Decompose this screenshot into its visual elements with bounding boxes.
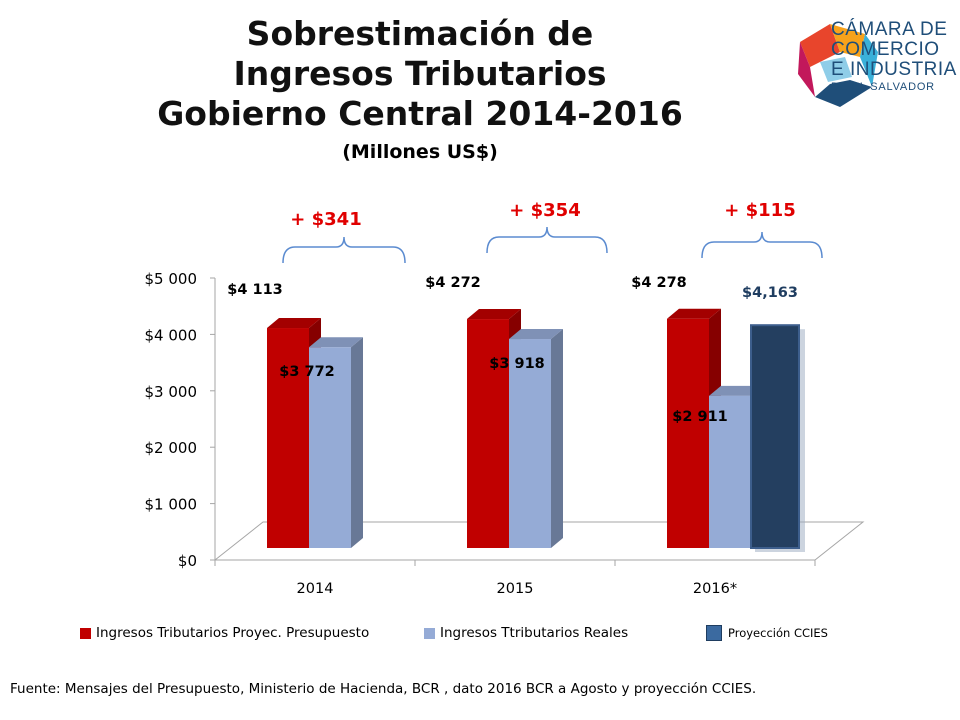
chart-title-block: Sobrestimación de Ingresos Tributarios G… bbox=[120, 14, 720, 164]
data-label-real: $3 772 bbox=[279, 364, 335, 380]
y-tick-label: $3 000 bbox=[145, 383, 198, 401]
data-label-projection: $4,163 bbox=[742, 285, 798, 301]
logo-line-4: DE EL SALVADOR bbox=[831, 81, 935, 93]
bar-real-top bbox=[709, 385, 763, 396]
annotation-difference: + $354 bbox=[509, 200, 580, 221]
bar-real-top bbox=[309, 337, 363, 348]
bar-budget-top bbox=[667, 308, 721, 319]
legend-swatch-projection bbox=[706, 625, 722, 641]
y-tick-label: $5 000 bbox=[145, 270, 198, 288]
legend-item-budget: Ingresos Tributarios Proyec. Presupuesto bbox=[80, 625, 369, 641]
bar-budget-top bbox=[467, 309, 521, 320]
data-label-budget: $4 113 bbox=[227, 282, 283, 298]
legend-swatch-budget bbox=[80, 627, 91, 639]
x-tick-label: 2015 bbox=[497, 581, 534, 597]
data-label-real: $3 918 bbox=[489, 356, 545, 372]
annotation-difference: + $341 bbox=[290, 209, 361, 230]
bar-real-top bbox=[509, 329, 563, 340]
y-tick-label: $1 000 bbox=[145, 496, 198, 514]
x-tick-label: 2014 bbox=[297, 581, 334, 597]
annotation-brace bbox=[701, 231, 823, 259]
logo-text: CÁMARA DE COMERCIO E INDUSTRIA DE EL SAL… bbox=[831, 20, 957, 94]
data-label-budget: $4 272 bbox=[425, 275, 481, 291]
y-tick-label: $0 bbox=[178, 552, 197, 570]
logo-cube-center bbox=[820, 57, 852, 82]
data-label-budget: $4 278 bbox=[631, 275, 687, 291]
bar-real bbox=[709, 395, 751, 548]
x-tick-label: 2016* bbox=[693, 581, 737, 597]
data-label-real: $2 911 bbox=[672, 409, 728, 425]
y-tick-label: $4 000 bbox=[145, 326, 198, 344]
bar-real bbox=[509, 339, 551, 548]
bar-real-side bbox=[551, 329, 563, 548]
annotation-brace bbox=[486, 226, 608, 254]
bar-real bbox=[309, 347, 351, 548]
logo-line-3: E INDUSTRIA bbox=[831, 59, 957, 80]
annotation-difference: + $115 bbox=[724, 200, 795, 221]
chart-title-line-3: Gobierno Central 2014-2016 bbox=[157, 94, 683, 133]
legend-item-projection: Proyección CCIES bbox=[706, 625, 828, 641]
annotation-brace bbox=[282, 236, 406, 264]
logo-cube-bottom bbox=[815, 80, 872, 107]
logo-line-1: CÁMARA DE bbox=[831, 19, 948, 40]
legend-label-projection: Proyección CCIES bbox=[728, 626, 828, 640]
chart-title-line-1: Sobrestimación de bbox=[246, 14, 594, 53]
logo-cube-left bbox=[798, 42, 815, 97]
chamber-logo bbox=[798, 24, 878, 107]
legend-item-real: Ingresos Ttributarios Reales bbox=[424, 625, 628, 641]
chart-subtitle: (Millones US$) bbox=[342, 141, 498, 163]
bar-budget bbox=[267, 328, 309, 548]
legend-swatch-real bbox=[424, 627, 435, 639]
bar-budget bbox=[667, 318, 709, 548]
source-note: Fuente: Mensajes del Presupuesto, Minist… bbox=[10, 681, 757, 697]
legend-label-budget: Ingresos Tributarios Proyec. Presupuesto bbox=[96, 625, 370, 641]
logo-line-2: COMERCIO bbox=[831, 39, 940, 60]
y-tick-label: $2 000 bbox=[145, 439, 198, 457]
chart-title-line-2: Ingresos Tributarios bbox=[233, 54, 607, 93]
bar-budget-top bbox=[267, 318, 321, 329]
bar-projection bbox=[750, 324, 800, 549]
bar-budget bbox=[467, 319, 509, 548]
legend-label-real: Ingresos Ttributarios Reales bbox=[440, 625, 629, 641]
bar-real-side bbox=[351, 337, 363, 548]
logo-cube-top-left bbox=[800, 24, 840, 67]
logo-cube-right bbox=[860, 34, 878, 87]
logo-cube-top-right bbox=[830, 24, 865, 57]
